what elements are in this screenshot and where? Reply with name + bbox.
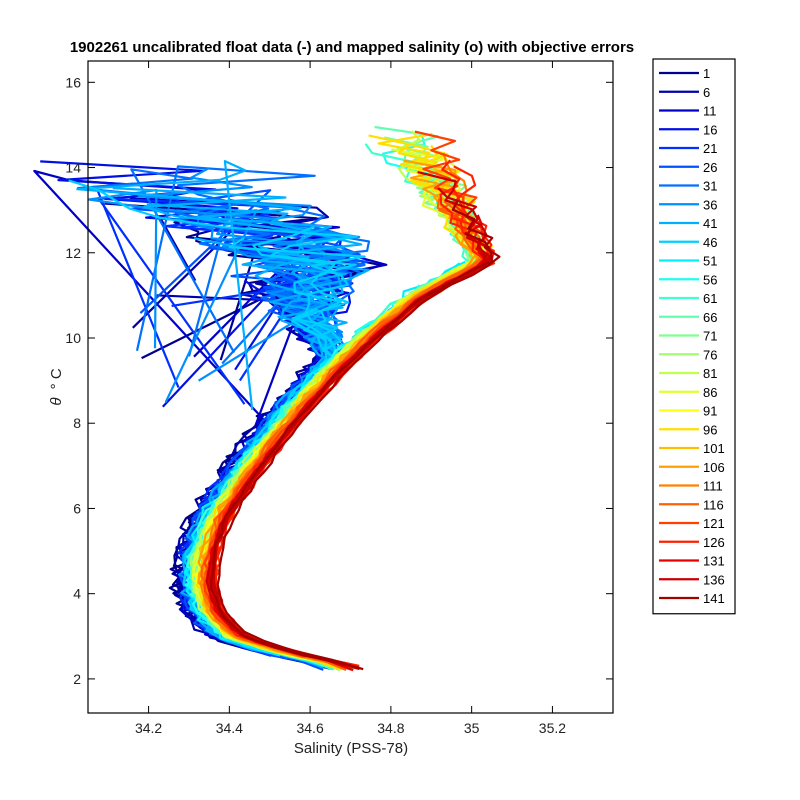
legend-label: 16 xyxy=(703,122,717,137)
y-tick-label: 6 xyxy=(73,500,81,516)
legend-label: 96 xyxy=(703,422,717,437)
legend-label: 71 xyxy=(703,329,717,344)
legend-label: 1 xyxy=(703,66,710,81)
legend: 1611162126313641465156616671768186919610… xyxy=(652,58,736,615)
legend-label: 26 xyxy=(703,160,717,175)
x-tick-label: 34.4 xyxy=(216,720,243,736)
y-tick-label: 10 xyxy=(65,330,81,346)
y-axis-unit: ° C xyxy=(48,368,65,389)
y-axis-symbol: θ xyxy=(48,398,65,406)
y-tick-label: 8 xyxy=(73,415,81,431)
legend-label: 11 xyxy=(703,104,717,119)
profile-lines xyxy=(33,125,501,672)
y-tick-label: 2 xyxy=(73,671,81,687)
legend-label: 81 xyxy=(703,366,717,381)
legend-label: 21 xyxy=(703,141,717,156)
legend-label: 56 xyxy=(703,272,717,287)
x-tick-label: 35.2 xyxy=(539,720,566,736)
x-tick-label: 34.6 xyxy=(296,720,323,736)
legend-label: 86 xyxy=(703,385,717,400)
y-tick-label: 14 xyxy=(65,160,81,176)
profile-line xyxy=(216,199,501,671)
legend-label: 6 xyxy=(703,85,710,100)
legend-label: 46 xyxy=(703,235,717,250)
y-tick-label: 12 xyxy=(65,245,81,261)
axis-ticks: 34.2 34.4 34.6 34.8 35 35.2 2 4 6 8 10 12 14 16 xyxy=(65,61,613,736)
legend-label: 116 xyxy=(703,497,724,512)
chart-title: 1902261 uncalibrated float data (-) and … xyxy=(70,39,634,56)
legend-label: 31 xyxy=(703,179,717,194)
legend-label: 106 xyxy=(703,460,725,475)
x-tick-label: 34.8 xyxy=(377,720,404,736)
y-axis-label: θ ° C xyxy=(48,368,65,405)
y-tick-label: 16 xyxy=(65,74,81,90)
legend-label: 36 xyxy=(703,197,717,212)
legend-label: 141 xyxy=(703,591,725,606)
legend-label: 51 xyxy=(703,254,717,269)
legend-label: 41 xyxy=(703,216,717,231)
legend-label: 121 xyxy=(703,516,725,531)
svg-text:θ ° C: θ ° C xyxy=(48,368,65,405)
profile-line xyxy=(209,231,494,666)
legend-label: 136 xyxy=(703,572,725,587)
legend-label: 61 xyxy=(703,291,717,306)
y-tick-label: 4 xyxy=(73,586,81,602)
legend-label: 131 xyxy=(703,554,725,569)
x-tick-label: 35 xyxy=(464,720,480,736)
plot-area-frame xyxy=(87,60,614,714)
x-tick-label: 34.2 xyxy=(135,720,162,736)
legend-label: 76 xyxy=(703,347,717,362)
legend-label: 91 xyxy=(703,404,717,419)
profile-line xyxy=(197,159,477,659)
legend-label: 111 xyxy=(703,479,723,494)
x-axis-label: Salinity (PSS-78) xyxy=(294,740,408,757)
legend-label: 101 xyxy=(703,441,725,456)
legend-label: 126 xyxy=(703,535,725,550)
legend-label: 66 xyxy=(703,310,717,325)
